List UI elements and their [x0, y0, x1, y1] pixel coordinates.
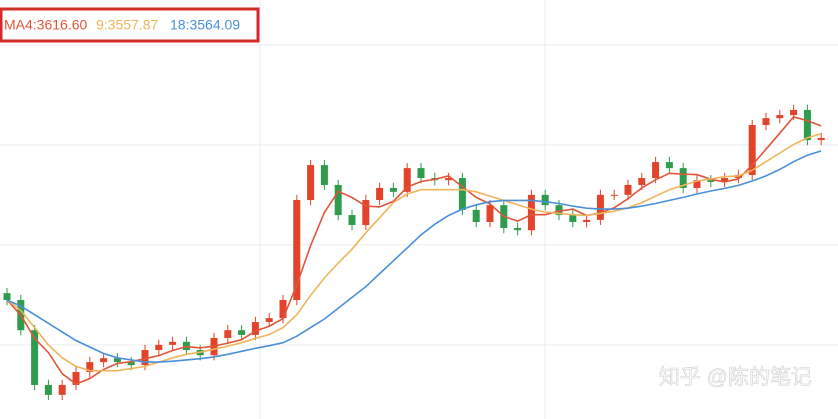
- candle-body: [527, 194, 535, 231]
- candle-body: [417, 168, 425, 179]
- candle-body: [155, 344, 163, 351]
- candle-body: [693, 180, 701, 188]
- candle-body: [555, 205, 563, 216]
- ma-line: [6, 132, 822, 372]
- candle-body: [86, 362, 94, 373]
- candle-body: [486, 205, 494, 223]
- legend-label: MA4:3616.60: [4, 17, 87, 33]
- candle-body: [141, 350, 149, 366]
- candle-body: [679, 168, 687, 188]
- candle-body: [265, 318, 273, 323]
- candle-body: [403, 168, 411, 192]
- candle-body: [100, 358, 108, 363]
- watermark: 知乎 @陈的笔记: [659, 366, 812, 389]
- candle-body: [169, 341, 177, 345]
- candle-body: [127, 362, 135, 366]
- candle-body: [445, 178, 453, 181]
- candle-body: [31, 330, 39, 385]
- candle-body: [58, 384, 66, 395]
- candle-body: [790, 109, 798, 116]
- candle-body: [624, 184, 632, 195]
- candle-body: [113, 358, 121, 363]
- candle-body: [569, 215, 577, 223]
- candle-body: [762, 118, 770, 126]
- candle-body: [224, 330, 232, 338]
- candle-body: [251, 322, 259, 335]
- candle-body: [610, 194, 618, 196]
- candle-body: [3, 293, 11, 301]
- candle-body: [279, 300, 287, 319]
- candle-body: [803, 109, 811, 141]
- legend-label: 9:3557.87: [96, 17, 158, 33]
- candle-body: [293, 200, 301, 301]
- candle-body: [514, 228, 522, 231]
- candle-body: [817, 137, 825, 141]
- candle-body: [652, 162, 660, 179]
- candle-body: [472, 209, 480, 223]
- candle-body: [458, 178, 466, 210]
- candles: [3, 104, 825, 401]
- ma-lines: [6, 115, 822, 386]
- legend: MA4:3616.60 9:3557.87 18:3564.09: [4, 17, 240, 33]
- grid: [0, 44, 838, 346]
- candle-body: [541, 194, 549, 206]
- candle-body: [583, 219, 591, 223]
- legend-box: [0, 7, 260, 43]
- candle-body: [596, 194, 604, 220]
- candle-body: [748, 125, 756, 176]
- ma-line: [6, 150, 822, 363]
- candle-body: [307, 165, 315, 201]
- candle-body: [44, 384, 52, 395]
- candle-body: [72, 372, 80, 385]
- candle-body: [320, 165, 328, 185]
- candle-body: [721, 178, 729, 182]
- candle-body: [348, 215, 356, 226]
- legend-label: 18:3564.09: [170, 17, 240, 33]
- candle-body: [389, 187, 397, 192]
- candle-body: [665, 162, 673, 169]
- candle-body: [776, 115, 784, 119]
- candle-body: [334, 184, 342, 216]
- candle-body: [362, 200, 370, 226]
- candle-body: [638, 178, 646, 185]
- candle-body: [238, 330, 246, 335]
- ma-line: [6, 115, 822, 386]
- candle-body: [707, 180, 715, 182]
- candle-body: [376, 187, 384, 201]
